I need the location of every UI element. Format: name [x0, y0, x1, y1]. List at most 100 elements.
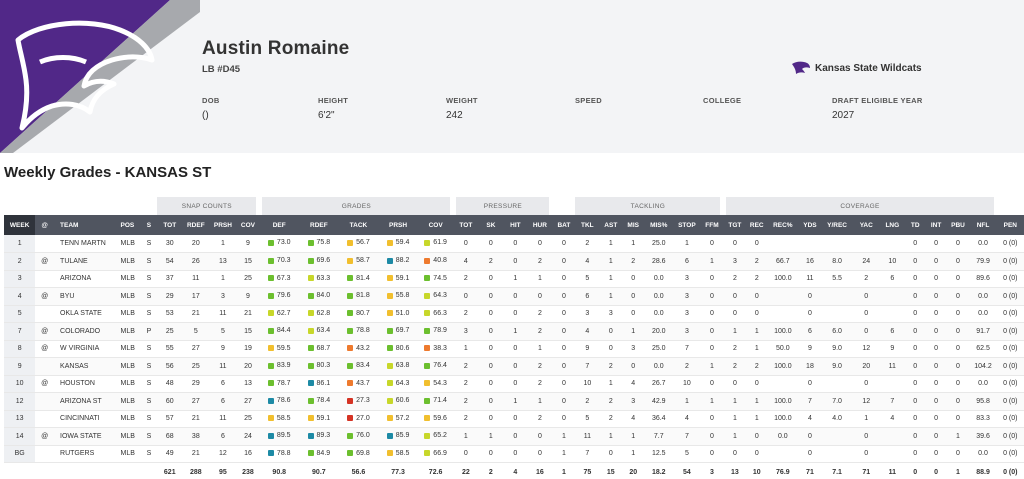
column-header[interactable]: WEEK	[4, 215, 36, 235]
coverage-cell	[879, 445, 905, 463]
column-header[interactable]: REC%	[767, 215, 799, 235]
coverage-cell: 6	[879, 270, 905, 288]
table-row[interactable]: 5 OKLA STATE MLB S 53 21 11 21 62.7 62.8 80.7 51.0 6…	[4, 305, 1024, 323]
tackling-cell: 5	[673, 445, 701, 463]
grade-swatch-icon	[267, 415, 274, 421]
position-cell: MLB	[114, 340, 141, 358]
column-header[interactable]: PRSH	[209, 215, 237, 235]
column-header[interactable]: SK	[478, 215, 504, 235]
column-header[interactable]: S	[140, 215, 158, 235]
column-header[interactable]: HIT	[503, 215, 528, 235]
table-row[interactable]: 3 ARIZONA MLB S 37 11 1 25 67.3 63.3 81.4 59.1 74.5 2…	[4, 270, 1024, 288]
table-row[interactable]: 2 @ TULANE MLB S 54 26 13 15 70.3 69.6 58.7 88.2 40.8…	[4, 252, 1024, 271]
team-link[interactable]: Kansas State Wildcats	[791, 60, 922, 76]
away-cell	[35, 410, 55, 428]
column-header[interactable]: RDEF	[299, 215, 339, 235]
column-header[interactable]: RDEF	[182, 215, 210, 235]
column-header[interactable]: @	[35, 215, 55, 235]
grade-swatch-icon	[267, 362, 274, 369]
grade-cell: 78.7	[259, 375, 300, 393]
column-header[interactable]: COV	[417, 215, 454, 235]
grade-swatch-icon	[386, 380, 393, 386]
column-header[interactable]: MIS%	[644, 215, 674, 235]
column-header[interactable]: PEN	[996, 215, 1024, 235]
column-header[interactable]: YDS	[798, 215, 822, 235]
column-header[interactable]: INT	[925, 215, 947, 235]
column-header[interactable]: TACK	[338, 215, 379, 235]
table-row[interactable]: 9 KANSAS MLB S 56 25 11 20 83.9 80.3 83.4 63.8 76.4 2…	[4, 357, 1024, 376]
draft-year-label: DRAFT ELIGIBLE YEAR	[832, 96, 923, 105]
tackling-cell: 1	[599, 427, 623, 446]
grade-cell: 79.6	[259, 287, 300, 306]
coverage-cell: 5.5	[821, 270, 853, 288]
total-cell: 75	[575, 462, 600, 479]
column-header[interactable]: TOT	[453, 215, 479, 235]
column-header[interactable]: MIS	[622, 215, 645, 235]
total-spacer	[54, 462, 115, 479]
column-header[interactable]: AST	[599, 215, 623, 235]
column-header[interactable]: REC	[746, 215, 768, 235]
pressure-cell: 0	[453, 287, 479, 306]
snap-cell: 12	[209, 445, 237, 463]
tackling-cell: 1	[673, 392, 701, 411]
coverage-cell: 0.0	[969, 445, 997, 463]
column-header[interactable]: TEAM	[54, 215, 115, 235]
tackling-cell: 1	[700, 252, 724, 271]
table-row[interactable]: 8 @ W VIRGINIA MLB S 55 27 9 19 59.5 68.7 43.2 80.6 3…	[4, 340, 1024, 358]
grade-cell: 51.0	[378, 305, 418, 323]
table-row[interactable]: 14 @ IOWA STATE MLB S 68 38 6 24 89.5 89.3 76.0 85.9…	[4, 427, 1024, 446]
table-row[interactable]: 7 @ COLORADO MLB P 25 5 5 15 84.4 63.4 78.8 69.7 78.9…	[4, 322, 1024, 341]
column-header[interactable]: DEF	[259, 215, 300, 235]
column-header[interactable]: PBU	[946, 215, 970, 235]
snap-cell: 11	[209, 305, 237, 323]
column-header[interactable]: TGT	[723, 215, 747, 235]
column-header[interactable]: TKL	[575, 215, 600, 235]
coverage-cell: 2	[723, 340, 747, 358]
grade-cell: 27.3	[338, 392, 379, 411]
coverage-cell: 3	[723, 252, 747, 271]
pressure-cell: 2	[453, 392, 479, 411]
table-row[interactable]: BG RUTGERS MLB S 49 21 12 16 78.8 84.9 69.8 58.5 66.…	[4, 445, 1024, 463]
team-logo	[0, 0, 200, 153]
table-row[interactable]: 4 @ BYU MLB S 29 17 3 9 79.6 84.0 81.8 55.8 64.3 0 0 0 0 0…	[4, 287, 1024, 306]
grade-cell: 69.6	[299, 252, 339, 271]
coverage-cell: 0	[904, 427, 926, 446]
table-row[interactable]: 13 CINCINNATI MLB S 57 21 11 25 58.5 59.1 27.0 57.2…	[4, 410, 1024, 428]
column-header[interactable]: BAT	[552, 215, 576, 235]
table-row[interactable]: 10 @ HOUSTON MLB S 48 29 6 13 78.7 86.1 43.7 64.3 54.…	[4, 375, 1024, 393]
position-cell: MLB	[114, 357, 141, 376]
total-cell: 15	[599, 462, 623, 479]
column-header[interactable]: TD	[904, 215, 926, 235]
table-row[interactable]: 1 TENN MARTN MLB S 30 20 1 9 73.0 75.8 56.7 59.4 61.…	[4, 235, 1024, 253]
column-header[interactable]: PRSH	[378, 215, 418, 235]
tackling-cell: 2	[575, 235, 600, 253]
snap-cell: 37	[157, 270, 183, 288]
coverage-cell: 0	[946, 322, 970, 341]
grade-cell: 65.2	[417, 427, 454, 446]
column-header[interactable]: YAC	[852, 215, 880, 235]
total-cell: 76.9	[767, 462, 799, 479]
snap-cell: 21	[236, 305, 260, 323]
pressure-cell: 2	[527, 375, 553, 393]
column-header[interactable]: STOP	[673, 215, 701, 235]
grade-swatch-icon	[267, 397, 274, 404]
coverage-cell: 0	[904, 340, 926, 358]
column-header[interactable]: COV	[236, 215, 260, 235]
column-header[interactable]: HUR	[527, 215, 553, 235]
column-header[interactable]: LNG	[879, 215, 905, 235]
table-row[interactable]: 12 ARIZONA ST MLB S 60 27 6 27 78.6 78.4 27.3 60.6 7…	[4, 392, 1024, 411]
column-header[interactable]: NFL	[969, 215, 997, 235]
column-header[interactable]: POS	[114, 215, 141, 235]
column-header[interactable]: Y/REC	[821, 215, 853, 235]
coverage-cell	[879, 235, 905, 253]
column-header[interactable]: TOT	[157, 215, 183, 235]
tackling-cell: 11	[575, 427, 600, 446]
tackling-cell: 25.0	[644, 235, 674, 253]
grade-cell: 59.4	[378, 235, 418, 253]
grade-cell: 89.3	[299, 427, 339, 446]
pressure-cell: 1	[478, 427, 504, 446]
grade-swatch-icon	[424, 432, 431, 439]
coverage-cell: 0	[904, 322, 926, 341]
coverage-cell: 79.9	[969, 252, 997, 271]
column-header[interactable]: FFM	[700, 215, 724, 235]
